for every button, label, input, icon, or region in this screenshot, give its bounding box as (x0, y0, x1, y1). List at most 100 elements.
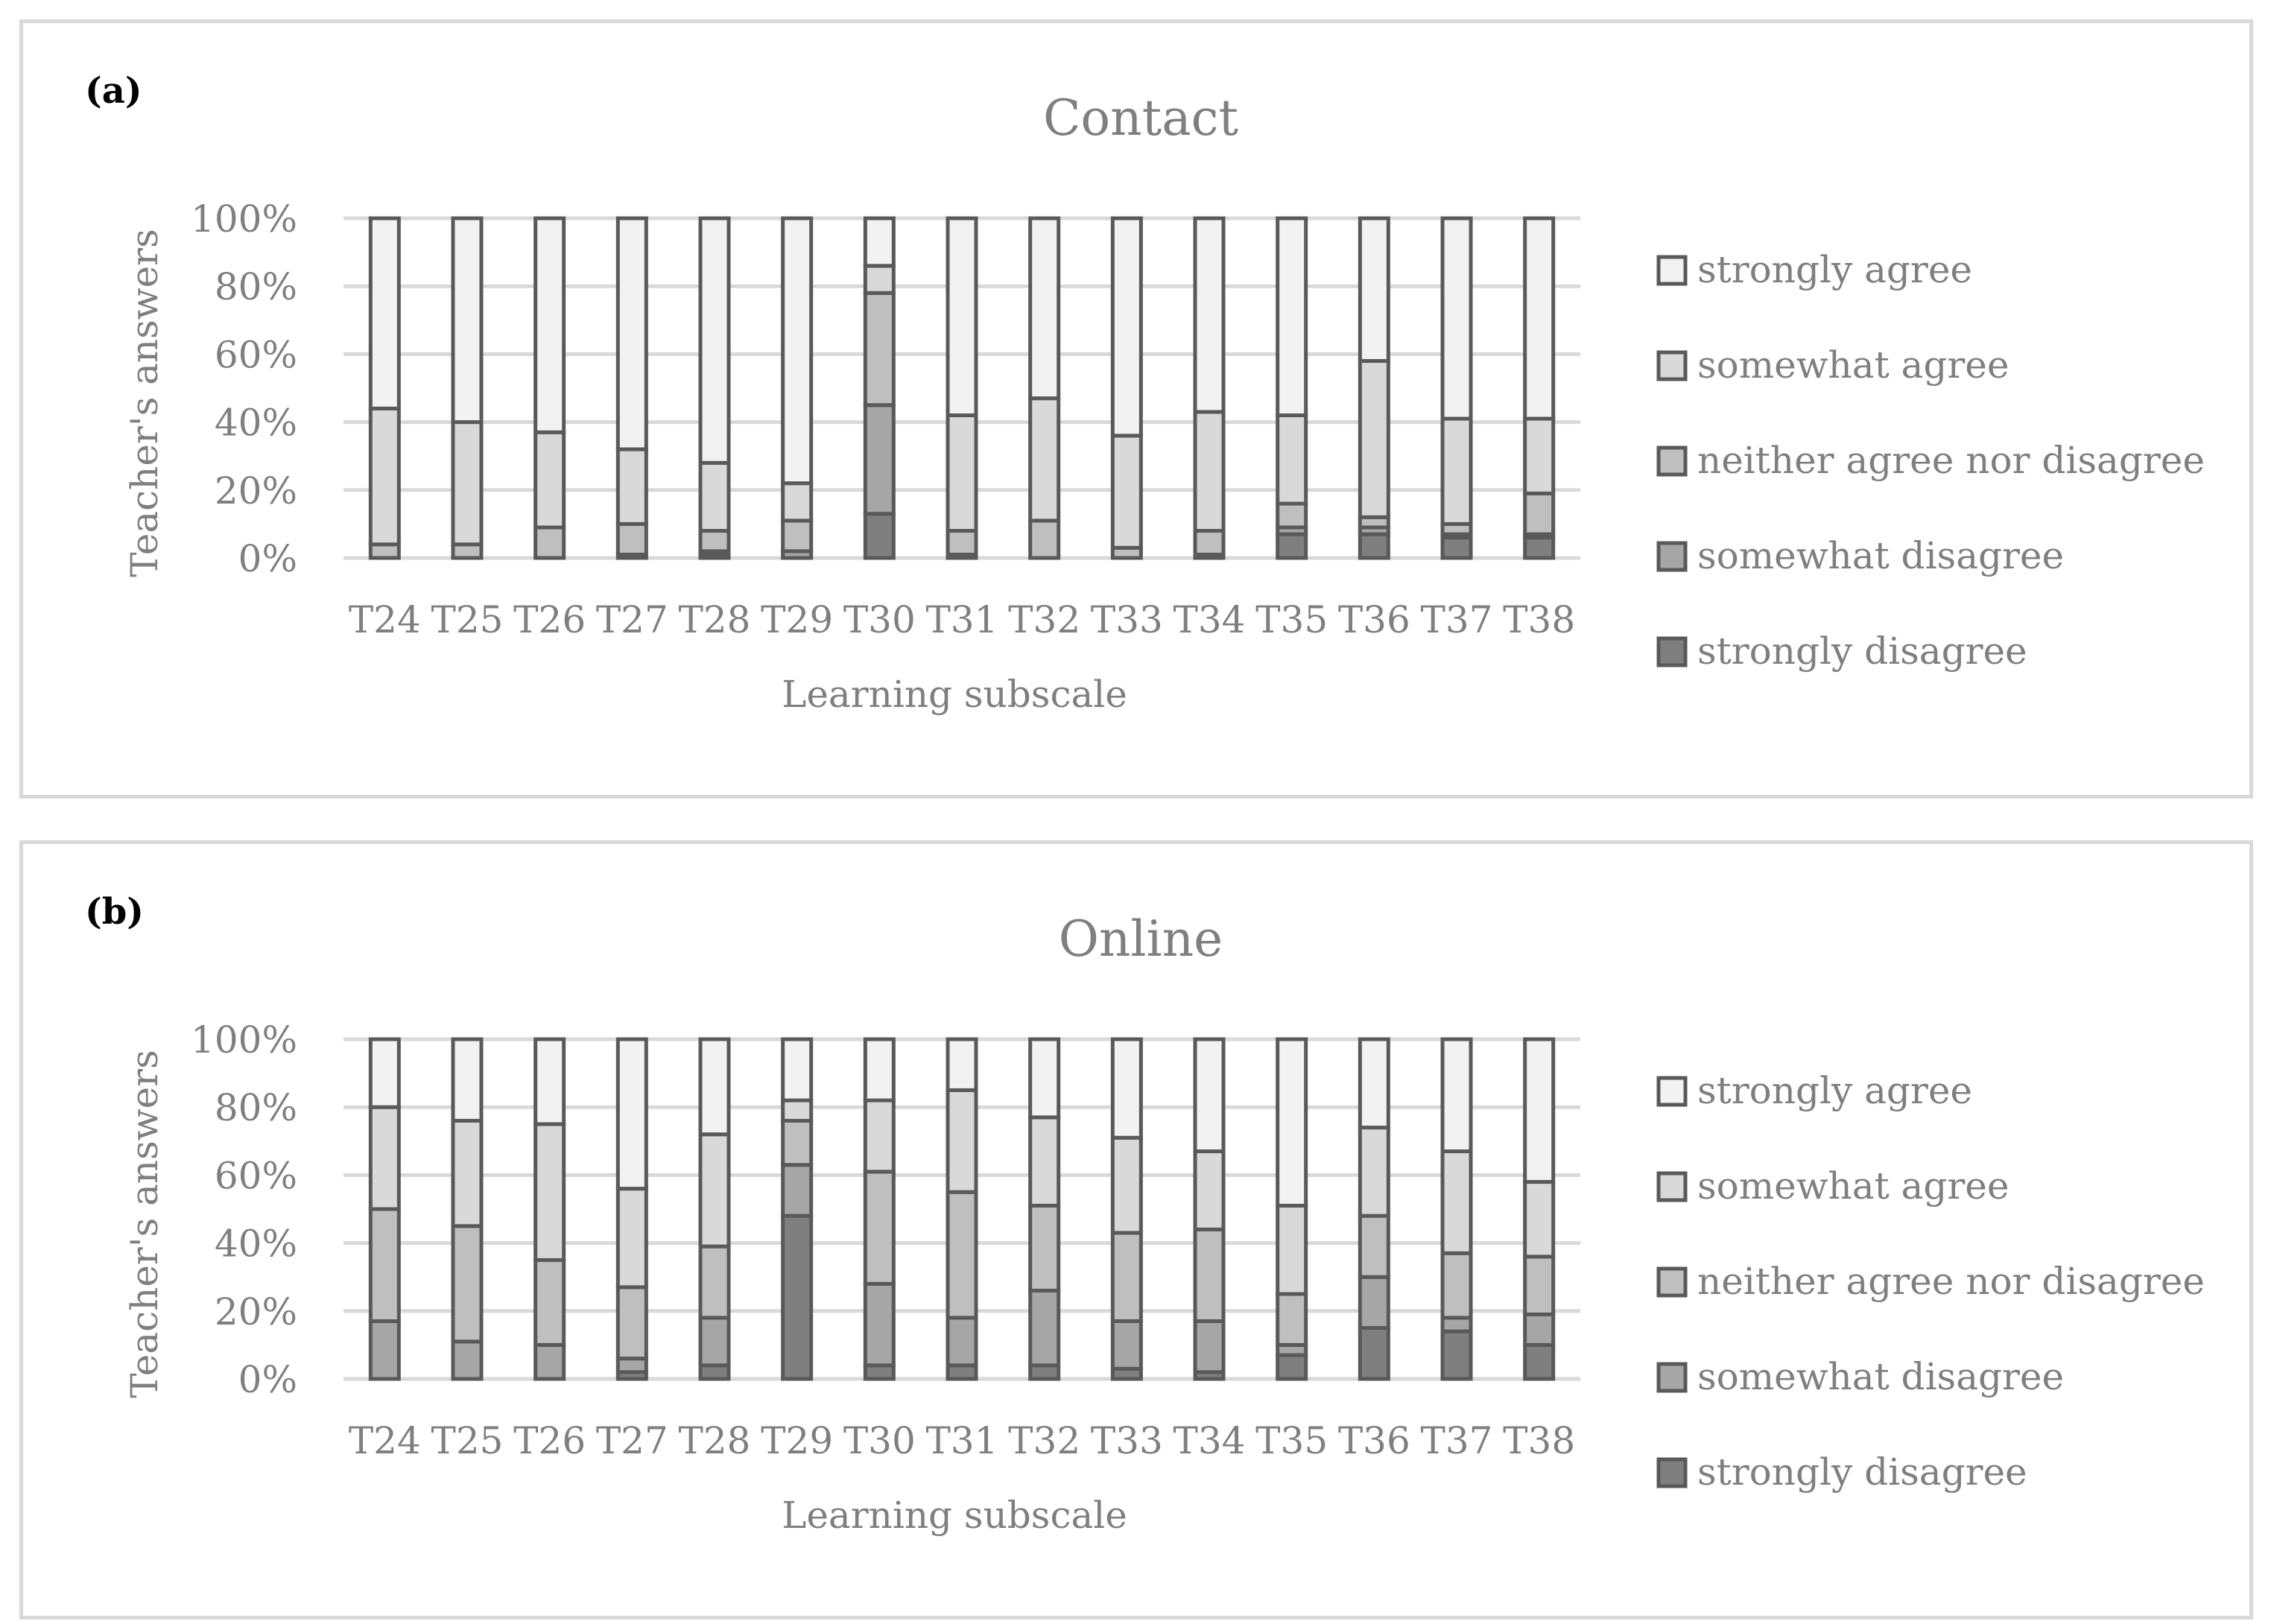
bar-segment-somewhat-agree (1358, 1126, 1390, 1218)
bar-segment-somewhat-agree (1028, 1115, 1061, 1208)
bar-segment-neither-agree-nor-disagree (1028, 518, 1061, 560)
x-tick-label: T38 (1503, 598, 1575, 641)
bar-t34 (1193, 216, 1226, 560)
bar-t24 (368, 1037, 401, 1381)
y-tick-label: 100% (191, 1018, 297, 1062)
bar-segment-strongly-disagree (946, 1363, 978, 1381)
bar-segment-strongly-disagree (1276, 532, 1308, 560)
bar-t38 (1523, 1037, 1556, 1381)
bar-segment-strongly-agree (451, 1037, 484, 1123)
legend-item-neither-agree-nor-disagree: neither agree nor disagree (1656, 439, 2205, 482)
legend-label: neither agree nor disagree (1697, 1260, 2205, 1303)
bar-segment-somewhat-agree (451, 420, 484, 547)
bar-t35 (1276, 1037, 1308, 1381)
bar-t37 (1440, 216, 1473, 560)
legend-label: strongly disagree (1697, 1450, 2027, 1494)
bar-segment-neither-agree-nor-disagree (1276, 501, 1308, 530)
bar-t26 (533, 216, 566, 560)
bar-segment-strongly-agree (1110, 1037, 1143, 1140)
x-tick-label: T33 (1091, 1419, 1163, 1462)
bar-t33 (1110, 1037, 1143, 1381)
x-tick-label: T31 (926, 1419, 998, 1462)
x-tick-label: T28 (679, 598, 751, 641)
y-tick-label: 100% (191, 197, 297, 241)
legend-item-strongly-agree: strongly agree (1656, 248, 1972, 291)
x-tick-label: T36 (1338, 598, 1410, 641)
bar-t29 (781, 216, 814, 560)
x-tick-label: T34 (1174, 1419, 1246, 1462)
legend-item-somewhat-agree: somewhat agree (1656, 343, 2009, 387)
y-tick-label: 20% (215, 1290, 297, 1333)
bar-segment-somewhat-disagree (698, 1316, 731, 1368)
chart-panel-contact: (a) Contact 0% 20% 40% 60% 80% 100% Teacher's an… (19, 19, 2253, 799)
bar-t26 (533, 1037, 566, 1381)
bar-segment-strongly-agree (1440, 1037, 1473, 1153)
bar-t34 (1193, 1037, 1226, 1381)
bar-segment-strongly-disagree (1440, 1329, 1473, 1381)
x-tick-label: T30 (843, 598, 916, 641)
bar-segment-strongly-disagree (698, 1363, 731, 1381)
y-tick-label: 0% (238, 1358, 297, 1401)
x-tick-label: T36 (1338, 1419, 1410, 1462)
bar-segment-somewhat-agree (781, 481, 814, 523)
bar-segment-strongly-agree (1028, 216, 1061, 401)
bar-segment-somewhat-disagree (1440, 1316, 1473, 1333)
bar-segment-somewhat-agree (1276, 413, 1308, 506)
bar-segment-neither-agree-nor-disagree (533, 525, 566, 560)
bar-segment-strongly-agree (615, 216, 648, 451)
bar-segment-neither-agree-nor-disagree (1523, 491, 1556, 536)
bar-t29 (781, 1037, 814, 1381)
bar-t24 (368, 216, 401, 560)
x-tick-label: T26 (513, 598, 586, 641)
bar-segment-somewhat-agree (368, 406, 401, 547)
x-tick-label: T27 (596, 1419, 668, 1462)
bar-segment-neither-agree-nor-disagree (1358, 1214, 1390, 1279)
bar-segment-somewhat-agree (863, 264, 896, 295)
bar-segment-strongly-agree (1028, 1037, 1061, 1120)
x-tick-label: T25 (431, 1419, 504, 1462)
bar-segment-strongly-disagree (863, 512, 896, 560)
bar-segment-neither-agree-nor-disagree (863, 291, 896, 407)
legend-label: somewhat disagree (1697, 1355, 2064, 1398)
bar-segment-somewhat-disagree (1523, 1312, 1556, 1347)
bar-t36 (1358, 1037, 1390, 1381)
bar-t30 (863, 1037, 896, 1381)
bar-segment-somewhat-disagree (368, 1319, 401, 1381)
x-tick-label: T30 (843, 1419, 916, 1462)
y-tick-label: 40% (215, 402, 297, 445)
x-tick-label: T35 (1255, 1419, 1328, 1462)
bar-segment-strongly-agree (946, 1037, 978, 1092)
bar-segment-somewhat-agree (1440, 416, 1473, 526)
bar-segment-somewhat-disagree (1193, 1319, 1226, 1374)
y-axis-title: Teacher's answers (123, 229, 166, 577)
bar-segment-strongly-agree (1358, 216, 1390, 364)
legend-label: strongly agree (1697, 1069, 1972, 1112)
bar-segment-neither-agree-nor-disagree (698, 1244, 731, 1320)
bar-segment-strongly-disagree (781, 1214, 814, 1381)
bar-segment-strongly-agree (1523, 216, 1556, 421)
bar-t27 (615, 1037, 648, 1381)
bar-segment-somewhat-agree (781, 1098, 814, 1123)
bar-t31 (946, 1037, 978, 1381)
bar-segment-somewhat-disagree (533, 1342, 566, 1381)
chart-panel-online: (b) Online 0% 20% 40% 60% 80% 100% Teacher's ans… (19, 840, 2253, 1620)
bar-segment-somewhat-agree (1523, 1180, 1556, 1259)
legend-item-somewhat-disagree: somewhat disagree (1656, 1355, 2064, 1398)
legend-item-strongly-disagree: strongly disagree (1656, 629, 2027, 673)
bar-t27 (615, 216, 648, 560)
legend-item-somewhat-agree: somewhat agree (1656, 1164, 2009, 1208)
legend-label: somewhat agree (1697, 343, 2009, 387)
x-tick-label: T35 (1255, 598, 1328, 641)
bar-segment-neither-agree-nor-disagree (451, 542, 484, 560)
bar-t32 (1028, 216, 1061, 560)
bar-segment-somewhat-agree (1110, 434, 1143, 550)
contact-chart-svg: (a) Contact 0% 20% 40% 60% 80% 100% Teacher's an… (85, 70, 2205, 716)
bar-segment-strongly-agree (1110, 216, 1143, 438)
x-tick-label: T32 (1008, 1419, 1080, 1462)
bar-segment-somewhat-agree (1440, 1149, 1473, 1255)
bar-t32 (1028, 1037, 1061, 1381)
legend-label: neither agree nor disagree (1697, 439, 2205, 482)
legend-item-neither-agree-nor-disagree: neither agree nor disagree (1656, 1260, 2205, 1303)
legend-swatch (1656, 445, 1688, 477)
x-axis-title: Learning subscale (782, 1494, 1127, 1537)
